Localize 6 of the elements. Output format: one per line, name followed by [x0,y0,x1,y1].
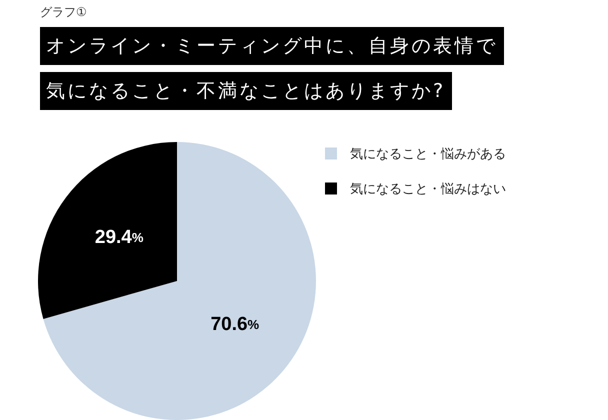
text: グラフ① [40,4,87,21]
chart-title: オンライン・ミーティング中に、自身の表情で気になること・不満なことはありますか? [46,35,498,102]
legend-label: 気になること・悩みがある [350,146,506,161]
legend-label: 気になること・悩みはない [350,181,506,196]
data-label: 70.6% [210,314,260,336]
data-label: 29.4% [94,226,144,248]
